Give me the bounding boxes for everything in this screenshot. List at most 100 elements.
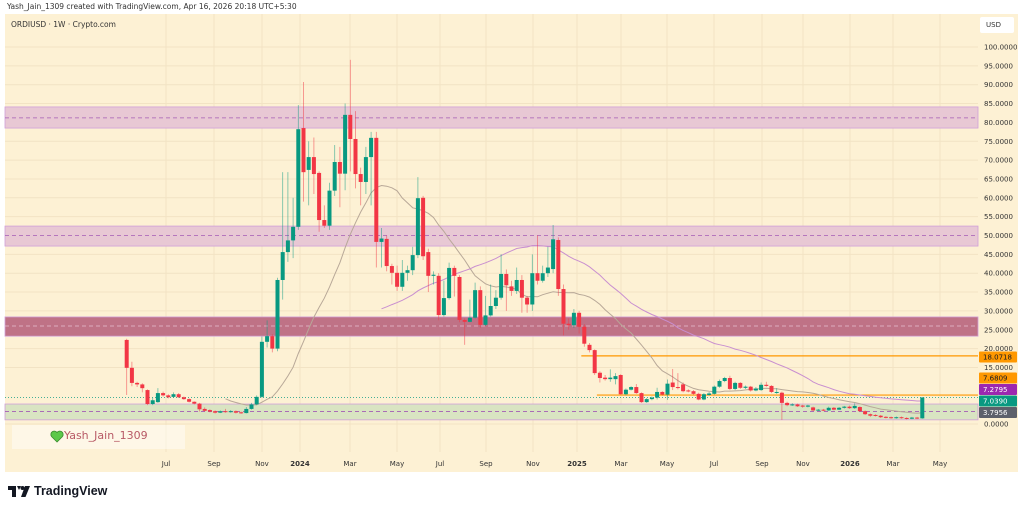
y-tick-label: 15.0000 — [984, 364, 1013, 372]
y-tick-label: 35.0000 — [984, 289, 1013, 297]
candle-body — [582, 326, 587, 344]
candle-body — [239, 412, 244, 414]
candle-body — [857, 407, 862, 412]
candle-body — [363, 157, 368, 182]
price-badge — [979, 395, 1017, 407]
candle-body — [202, 408, 207, 411]
candle-body — [296, 129, 301, 227]
y-tick-label: 50.0000 — [984, 232, 1013, 240]
candle-body — [493, 297, 498, 306]
candle-body — [852, 405, 857, 409]
candle-body — [577, 312, 582, 327]
x-tick-label: Sep — [207, 460, 221, 468]
x-tick-label: 2026 — [840, 460, 860, 468]
candle-body — [571, 312, 576, 326]
candle-body — [842, 406, 847, 408]
candle-body — [551, 239, 556, 270]
candle-body — [499, 273, 504, 298]
candle-body — [145, 390, 150, 405]
candle-body — [826, 407, 831, 411]
candle-body — [457, 276, 462, 320]
y-tick-label: 20.0000 — [984, 345, 1013, 353]
candle-body — [785, 402, 790, 406]
candle-body — [228, 411, 233, 413]
candle-body — [244, 408, 249, 414]
candle-body — [660, 391, 665, 395]
candle-body — [795, 404, 800, 407]
candle-body — [265, 336, 270, 342]
candle-body — [545, 267, 550, 274]
y-tick-label: 60.0000 — [984, 194, 1013, 202]
candle-body — [655, 391, 660, 398]
candle-body — [207, 410, 212, 412]
price-badge-label: 7.0390 — [983, 398, 1008, 406]
candle-body — [597, 372, 602, 379]
candle-body — [400, 272, 405, 287]
candle-body — [889, 417, 894, 419]
candle-body — [769, 385, 774, 392]
watermark-text: Yash_Jain_1309 — [64, 429, 148, 442]
candle-body — [587, 344, 592, 351]
y-tick-label: 55.0000 — [984, 213, 1013, 221]
y-tick-label: 95.0000 — [984, 62, 1013, 70]
candle-body — [332, 161, 337, 191]
candle-body — [904, 417, 909, 419]
candle-body — [675, 387, 680, 389]
candle-body — [530, 273, 535, 305]
candle-body — [171, 394, 176, 397]
candle-body — [753, 388, 758, 391]
candle-body — [155, 393, 160, 403]
candle-body — [181, 397, 186, 400]
y-tick-label: 65.0000 — [984, 175, 1013, 183]
x-tick-label: Jul — [435, 460, 445, 468]
currency-button[interactable]: USD — [980, 17, 1014, 33]
candle-body — [254, 396, 259, 405]
candle-body — [280, 252, 285, 280]
candle-body — [665, 383, 670, 395]
time-axis[interactable]: Jul Sep Nov 2024 Mar May Jul Sep Nov 2025 Mar May Ju… — [161, 460, 947, 468]
y-tick-label: 45.0000 — [984, 251, 1013, 259]
candle-body — [441, 298, 446, 316]
y-tick-label: 70.0000 — [984, 157, 1013, 165]
x-tick-label: May — [660, 460, 674, 468]
candle-body — [701, 394, 706, 400]
candle-body — [899, 417, 904, 419]
candle-body — [525, 297, 530, 305]
candle-body — [733, 382, 738, 389]
candle-body — [129, 367, 134, 383]
candle-body — [909, 417, 914, 419]
candle-body — [535, 273, 540, 281]
candle-body — [311, 157, 316, 175]
candle-body — [410, 255, 415, 271]
watermark: Yash_Jain_1309 — [12, 425, 185, 449]
candle-body — [166, 395, 171, 398]
candle-body — [473, 290, 478, 318]
y-tick-label: 90.0000 — [984, 81, 1013, 89]
candle-body — [348, 114, 353, 139]
candle-body — [837, 407, 842, 410]
y-tick-label: 75.0000 — [984, 138, 1013, 146]
x-tick-label: Jul — [709, 460, 719, 468]
candle-body — [389, 266, 394, 273]
brand-name: TradingView — [34, 484, 108, 498]
candle-body — [291, 226, 296, 241]
candle-body — [436, 275, 441, 316]
candle-body — [478, 290, 483, 325]
candle-body — [743, 386, 748, 388]
y-tick-label: 40.0000 — [984, 270, 1013, 278]
price-axis[interactable]: 100.0000 95.0000 90.0000 85.0000 80.0000 75.0… — [984, 44, 1017, 429]
tradingview-logo[interactable]: TradingView — [8, 484, 107, 498]
y-tick-label: 85.0000 — [984, 100, 1013, 108]
candle-body — [691, 391, 696, 394]
tradingview-logo-icon — [8, 485, 30, 497]
candle-body — [270, 336, 275, 349]
candle-body — [717, 381, 722, 387]
candle-body — [790, 404, 795, 406]
candle-body — [519, 279, 524, 298]
candle-body — [894, 417, 899, 419]
candle-body — [374, 137, 379, 242]
candle-body — [124, 339, 129, 368]
candle-body — [369, 137, 374, 158]
candle-body — [873, 414, 878, 416]
